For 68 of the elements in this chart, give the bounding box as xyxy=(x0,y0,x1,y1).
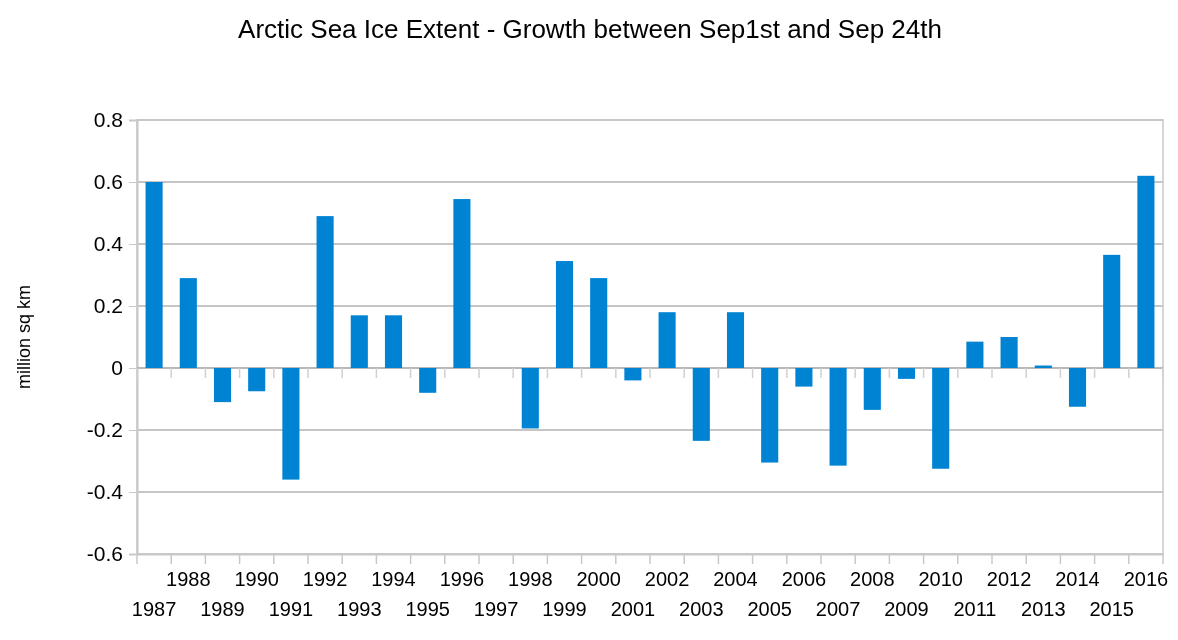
x-tick-label: 1993 xyxy=(337,598,382,620)
bar xyxy=(555,261,574,368)
bar xyxy=(453,199,471,368)
x-tick-label: 2009 xyxy=(884,598,929,620)
bar xyxy=(350,315,368,368)
bar xyxy=(658,312,676,368)
y-tick-label: 0.4 xyxy=(93,232,124,256)
bar xyxy=(1103,254,1121,368)
y-tick-label: 0.6 xyxy=(93,170,123,194)
bar xyxy=(966,341,984,368)
x-tick-label: 1989 xyxy=(200,598,245,620)
bar xyxy=(590,278,608,368)
y-axis-title: million sq km xyxy=(14,284,34,390)
x-tick-label: 1996 xyxy=(439,568,485,590)
x-tick-label: 2015 xyxy=(1089,598,1134,620)
x-tick-label: 2000 xyxy=(576,568,621,590)
x-tick-label: 2016 xyxy=(1123,568,1169,590)
bar xyxy=(384,315,403,368)
bar xyxy=(795,368,813,387)
x-tick-label: 2014 xyxy=(1055,568,1100,590)
x-tick-label: 1992 xyxy=(302,568,348,590)
bar xyxy=(282,368,300,480)
x-tick-label: 1998 xyxy=(508,568,553,590)
bar xyxy=(863,368,881,410)
x-tick-label: 2013 xyxy=(1021,598,1066,620)
x-tick-label: 2008 xyxy=(850,568,895,590)
y-tick-label: -0.4 xyxy=(86,480,124,504)
x-tick-label: 1987 xyxy=(131,598,177,620)
chart-title: Arctic Sea Ice Extent - Growth between Sep1st and Sep 24th xyxy=(238,14,942,44)
bar xyxy=(316,216,334,368)
x-tick-label: 2001 xyxy=(610,598,656,620)
bar xyxy=(1068,368,1087,407)
bar xyxy=(213,368,232,403)
y-tick-label: -0.2 xyxy=(86,418,123,442)
y-tick-label: 0.2 xyxy=(93,294,123,318)
x-tick-label: 1988 xyxy=(166,568,211,590)
y-tick-label: -0.6 xyxy=(86,542,123,566)
x-tick-label: 1995 xyxy=(405,598,450,620)
x-tick-label: 1990 xyxy=(234,568,279,590)
bar xyxy=(692,368,710,441)
x-tick-label: 2010 xyxy=(918,568,963,590)
x-tick-label: 2002 xyxy=(644,568,690,590)
bar xyxy=(932,368,950,469)
bar xyxy=(145,182,163,368)
x-tick-label: 2007 xyxy=(815,598,861,620)
x-tick-label: 1994 xyxy=(371,568,416,590)
bar xyxy=(248,368,266,392)
x-tick-label: 2011 xyxy=(953,598,997,620)
y-tick-label: 0 xyxy=(111,356,123,380)
bar xyxy=(624,368,642,381)
x-tick-label: 2003 xyxy=(679,598,724,620)
bar xyxy=(1137,175,1155,368)
bar xyxy=(761,368,779,463)
x-tick-label: 1999 xyxy=(542,598,587,620)
bar xyxy=(419,368,437,393)
y-tick-label: 0.8 xyxy=(93,108,123,132)
x-tick-label: 1991 xyxy=(268,598,314,620)
bar xyxy=(179,278,197,368)
bar xyxy=(829,368,847,466)
bar xyxy=(726,312,745,368)
x-tick-label: 2006 xyxy=(781,568,827,590)
bar xyxy=(897,368,916,379)
bar xyxy=(1000,337,1018,368)
x-tick-label: 1997 xyxy=(473,598,519,620)
x-tick-label: 2004 xyxy=(713,568,758,590)
bar xyxy=(521,368,539,429)
x-tick-label: 2005 xyxy=(747,598,792,620)
x-tick-label: 2012 xyxy=(986,568,1032,590)
